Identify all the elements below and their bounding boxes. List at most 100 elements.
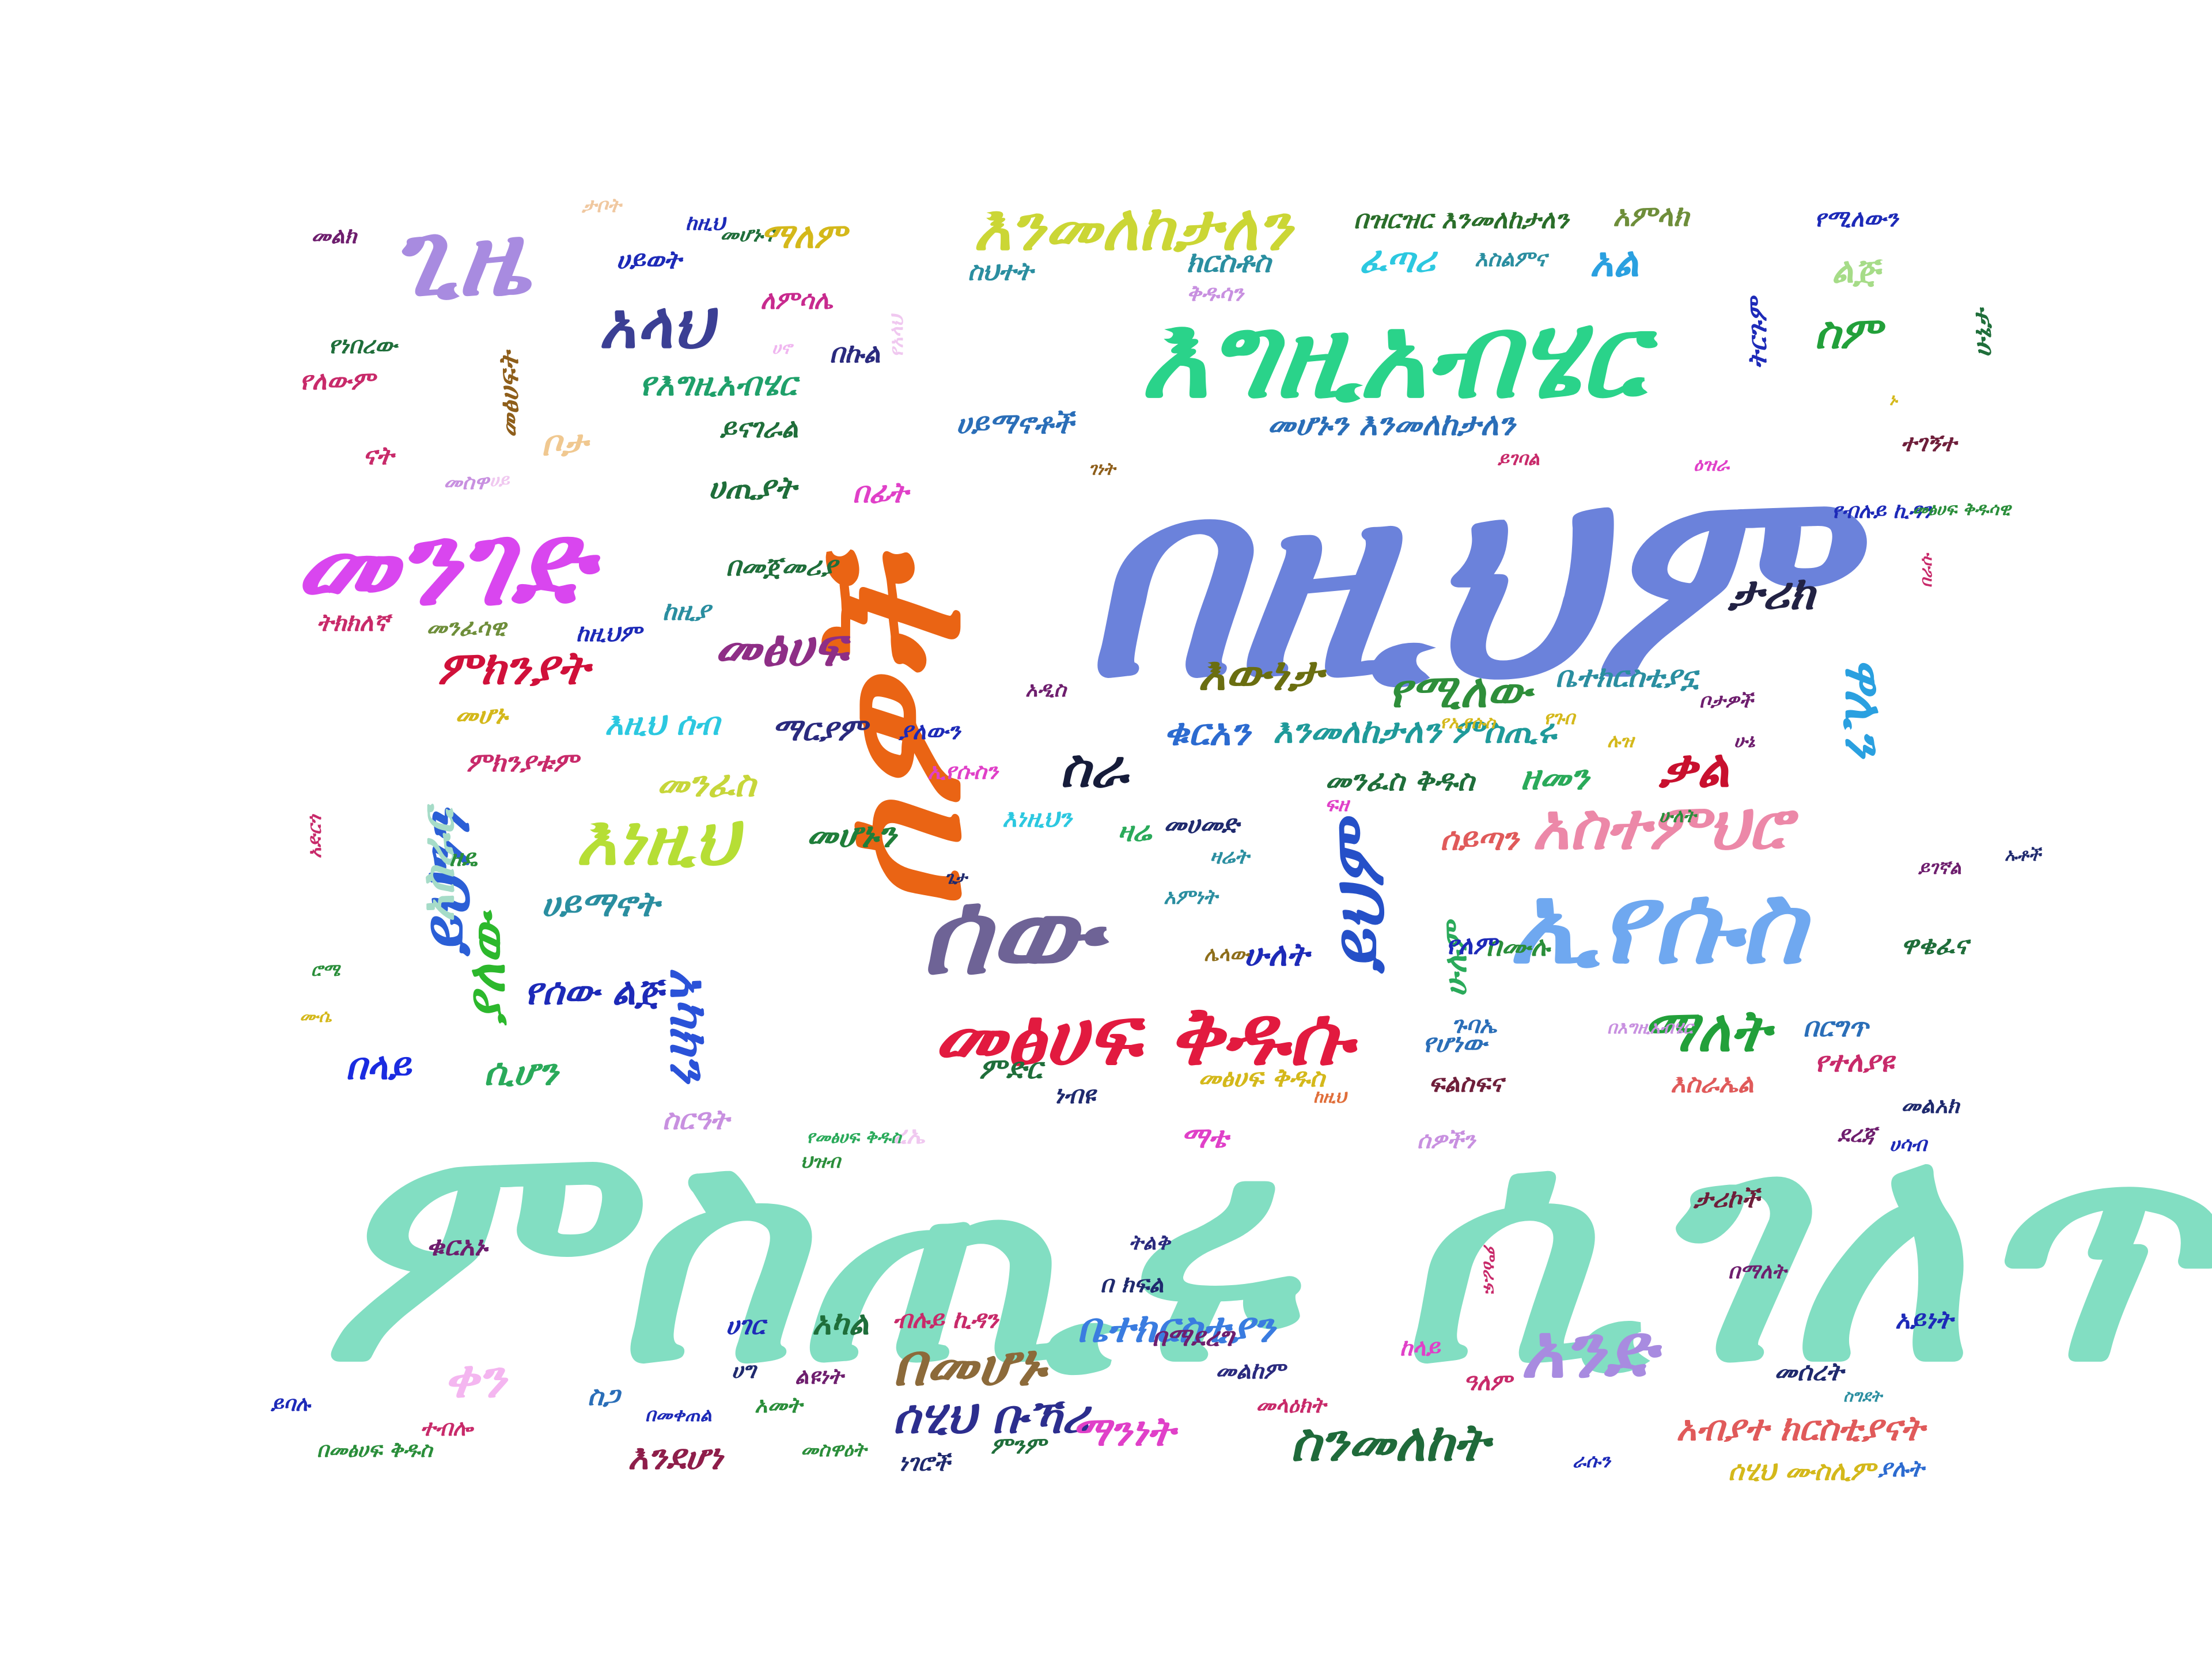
cloud-word: ሮሜ	[311, 960, 340, 980]
cloud-word: መልከም	[1215, 1358, 1285, 1384]
cloud-word: መልክ	[311, 223, 357, 248]
cloud-word: ለምሳሌ	[760, 286, 833, 315]
cloud-word: በማደረግ	[1152, 1323, 1234, 1352]
cloud-word: እነዚህን	[1002, 804, 1072, 832]
cloud-word: አላህ	[599, 289, 713, 362]
cloud-word: ኑ	[1889, 390, 1897, 409]
cloud-word: የነበረው	[328, 332, 397, 359]
cloud-word: መሀመድ	[1164, 810, 1239, 839]
cloud-word: አመት	[755, 1392, 802, 1418]
cloud-word: ትልቅ	[1129, 1231, 1171, 1255]
cloud-word: ረኤ	[893, 1121, 925, 1149]
cloud-word: ተገኝተ	[1901, 430, 1957, 457]
cloud-word: እንመለከታለን	[974, 191, 1291, 264]
cloud-word: ቃል	[1659, 738, 1730, 799]
cloud-word: በ ክፍል	[1100, 1271, 1164, 1298]
cloud-word: እስራኤል	[1671, 1069, 1754, 1099]
cloud-word: መሆኑን እንመለከታለን	[1267, 406, 1515, 442]
cloud-word: የለውም	[300, 366, 375, 396]
cloud-word: ዘዴ	[449, 845, 478, 872]
cloud-word: መፅሀፍት	[493, 351, 524, 438]
cloud-word: ሰዎችን	[1417, 1127, 1475, 1154]
cloud-word: ማርያም	[772, 711, 867, 748]
cloud-word: ዋቄፈና	[1901, 931, 1968, 960]
cloud-word: ክርስቶስ	[1187, 245, 1271, 279]
cloud-word: የኢየሱስ	[1440, 713, 1495, 733]
cloud-word: መሆኑን	[806, 815, 896, 855]
cloud-word: የሆነው	[1423, 1029, 1487, 1058]
cloud-word: መሆኑና	[720, 223, 774, 247]
cloud-word: ቤተክርስቲያኗ	[1555, 660, 1699, 694]
cloud-word: አምነት	[1164, 885, 1218, 909]
cloud-word: ቅዱሳን	[1187, 281, 1244, 306]
cloud-word: ዘመን	[1521, 757, 1589, 798]
cloud-word: ብሉይ ኪዳን	[893, 1305, 998, 1334]
cloud-word: አንድ	[1521, 1307, 1656, 1395]
cloud-word: ሙሴ	[300, 1006, 332, 1027]
cloud-word: መስዋ	[444, 471, 489, 494]
cloud-word: ይገኛል	[1918, 857, 1961, 878]
cloud-word: ቁርአን	[1164, 711, 1250, 754]
cloud-word: ስግደት	[1843, 1387, 1882, 1406]
cloud-word: የለም	[1446, 931, 1497, 960]
cloud-word: በመቀጠል	[645, 1404, 712, 1426]
cloud-word: ነብዩ	[1054, 1081, 1096, 1109]
cloud-word: ዓለም	[1463, 1369, 1512, 1396]
cloud-word: ዋሊን	[1834, 657, 1894, 756]
cloud-word: በላይ	[346, 1046, 411, 1088]
cloud-word: በመጀመሪያ	[726, 551, 837, 582]
cloud-word: ሀይ	[490, 471, 510, 491]
cloud-word: ፍዘ	[1325, 793, 1349, 816]
cloud-word: መንፈሳዊ	[426, 615, 506, 641]
cloud-word: ከዚህ	[685, 211, 725, 235]
cloud-word: ቁርአኑ	[426, 1230, 487, 1262]
cloud-word: ፈጣሪ	[1359, 238, 1435, 281]
cloud-word: ጊዜ	[392, 199, 529, 319]
cloud-word: ፍልስፍና	[1429, 1069, 1503, 1097]
cloud-word: ሁኔታ	[1968, 309, 1997, 357]
cloud-word: በራሱ	[1916, 554, 1936, 588]
cloud-word: ደረጃ	[1838, 1122, 1876, 1147]
cloud-word: እነዚህ	[576, 801, 738, 881]
cloud-word: ስም	[1815, 307, 1881, 358]
cloud-word: በሙሉ	[1486, 931, 1550, 962]
cloud-word: ሉዝ	[1607, 730, 1634, 752]
cloud-word: መፅሀፍ ቅዱስ	[1198, 1063, 1325, 1093]
cloud-word: ዕዝራ	[1694, 453, 1729, 475]
cloud-word: ቤተክርስቲያን	[1077, 1304, 1275, 1351]
cloud-word: ስርዓት	[662, 1104, 729, 1136]
cloud-word: ያለውን	[899, 718, 960, 745]
cloud-word: ምዕራፍ	[1479, 1244, 1499, 1293]
cloud-word: አል	[1590, 238, 1639, 286]
cloud-word: ኢየሱስን	[927, 759, 998, 784]
cloud-word: ተብሎ	[421, 1415, 473, 1441]
cloud-word: ሀጢያት	[709, 469, 796, 506]
cloud-word: በእግዚአብሄር	[1607, 1018, 1693, 1038]
cloud-word: የሚለውን	[1815, 206, 1899, 232]
cloud-word: ይናገራል	[720, 412, 798, 444]
cloud-word: ከዚህ	[1313, 1087, 1347, 1107]
cloud-word: የሰው ልጅ	[524, 971, 664, 1013]
cloud-word: አብያተ ክርስቲያናት	[1676, 1408, 1925, 1449]
cloud-word: ሀይወት	[616, 245, 681, 275]
cloud-word: ቦታ	[541, 423, 588, 464]
cloud-word: ሲሆን	[484, 1051, 558, 1094]
cloud-word: ይህም	[1319, 823, 1399, 974]
cloud-word: ቦታዎች	[1699, 690, 1753, 713]
cloud-word: እዚህ ሰብ	[605, 706, 719, 742]
cloud-word: በርግጥ	[1803, 1012, 1869, 1043]
cloud-word: ስንመለከት	[1290, 1412, 1489, 1473]
cloud-word: ምክንያት	[438, 641, 589, 695]
cloud-word: ምክንያቱም	[467, 747, 578, 778]
cloud-word: አዲስ	[1025, 678, 1066, 702]
cloud-word: በማለት	[1728, 1260, 1786, 1283]
cloud-word: እስልምና	[1475, 246, 1547, 271]
cloud-word: መልአክ	[1901, 1093, 1960, 1118]
cloud-word: የተለያዩ	[1815, 1046, 1893, 1078]
cloud-word: ልዩነት	[795, 1363, 843, 1389]
cloud-word: መሆኑ	[455, 700, 508, 730]
cloud-word: ነገሮች	[899, 1450, 950, 1476]
cloud-word: በዝርዝር እንመለከታለን	[1354, 205, 1569, 234]
cloud-word: ሰሂህ ቡኻሪ	[893, 1390, 1089, 1444]
